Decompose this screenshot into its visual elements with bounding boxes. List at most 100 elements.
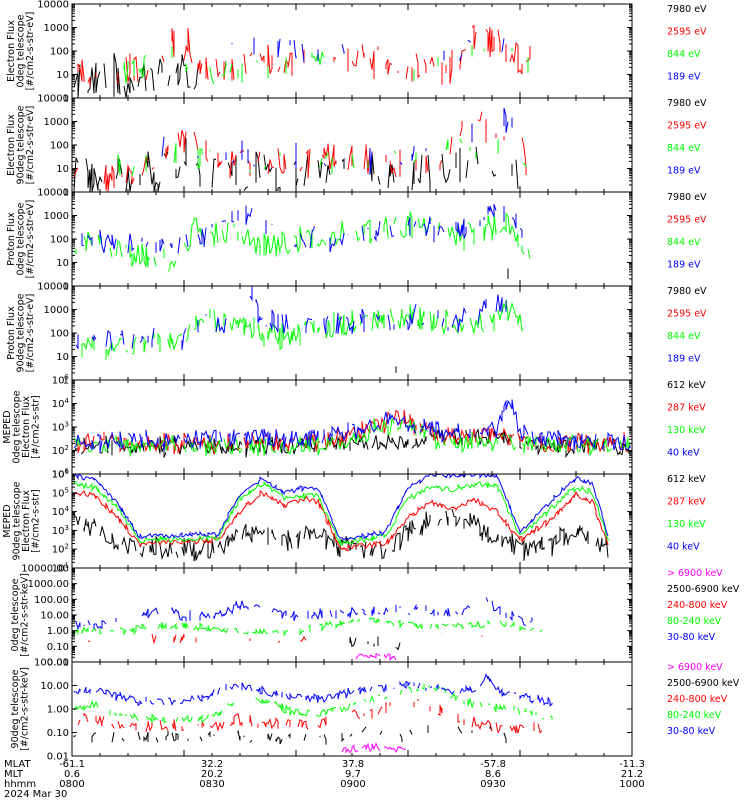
series-blue bbox=[73, 673, 553, 707]
legend-entry: 189 eV bbox=[667, 354, 701, 365]
y-tick-label: 10 bbox=[56, 164, 69, 175]
series-line-blue bbox=[73, 472, 609, 541]
y-axis-label-line: 90deg telescope bbox=[16, 293, 27, 372]
series-line-red bbox=[77, 24, 531, 86]
series-green bbox=[73, 480, 609, 547]
y-axis-label-line: [#/cm2-s-str-eV] bbox=[25, 200, 36, 279]
y-tick-label: 10000 bbox=[37, 0, 69, 11]
x-tick-mlt-4: 21.2 bbox=[621, 769, 643, 780]
y-axis-label-line: [#/cm2-s-str] bbox=[31, 395, 42, 458]
series-green bbox=[73, 617, 543, 637]
y-tick-label: 1.00 bbox=[47, 705, 69, 716]
y-axis-label-line: Electron Flux bbox=[21, 490, 32, 552]
y-tick-label: 100.00 bbox=[34, 658, 69, 669]
x-tick-mlat-4: -11.3 bbox=[619, 759, 645, 770]
y-axis-label-line: [#/cm2-s-str] bbox=[31, 489, 42, 552]
series-black bbox=[73, 725, 507, 745]
y-axis-label-line: Electron Flux bbox=[6, 20, 17, 82]
y-tick-label: 10.00 bbox=[40, 611, 69, 622]
series-line-green bbox=[73, 617, 543, 637]
y-axis-label-line: [#/cm2-s-str-keV] bbox=[20, 667, 31, 751]
series-red bbox=[77, 24, 531, 86]
panel-8: 0.01 0.10 1.00 10.00 100.00 90deg telescope[#… bbox=[10, 658, 740, 763]
y-axis-label-line: [#/cm2-s-str-eV] bbox=[25, 294, 36, 373]
series-line-magenta bbox=[341, 742, 407, 754]
x-tick-hhmm-0: 0800 bbox=[59, 779, 84, 790]
series-line-black bbox=[73, 508, 609, 562]
series-black bbox=[350, 637, 404, 651]
legend-entry: 130 keV bbox=[667, 519, 706, 530]
x-axis: MLAT MLT hhmm 2024 Mar 30 -61.1 0.6 0800… bbox=[4, 759, 645, 800]
panel-frame bbox=[71, 661, 633, 757]
y-axis-label-line: 0deg telescope bbox=[12, 390, 23, 463]
x-tick-hhmm-2: 0900 bbox=[340, 779, 365, 790]
y-tick-label: 10000 bbox=[37, 282, 69, 293]
y-tick-label: 100 bbox=[50, 141, 69, 152]
legend-entry: 30-80 keV bbox=[667, 632, 716, 643]
legend-entry: 612 keV bbox=[667, 474, 706, 485]
panel-frame bbox=[71, 191, 633, 287]
y-axis-label-line: [#/cm2-s-str-eV] bbox=[25, 12, 36, 91]
series-line-red bbox=[77, 699, 543, 734]
series-magenta bbox=[341, 742, 407, 754]
y-tick-label: 100.00 bbox=[34, 595, 69, 606]
legend-entry: 130 keV bbox=[667, 425, 706, 436]
y-axis-label-line: 90deg telescope bbox=[10, 669, 21, 748]
series-line-blue bbox=[73, 673, 553, 707]
y-axis-label-line: Electron Flux bbox=[21, 396, 32, 458]
y-tick-label: 100 bbox=[50, 235, 69, 246]
series-blue bbox=[73, 399, 631, 453]
series-line-black bbox=[73, 138, 519, 192]
legend-entry: 2595 eV bbox=[667, 309, 707, 320]
y-tick-label: 104 bbox=[52, 397, 70, 410]
panel-frame bbox=[71, 3, 633, 99]
series-line-black bbox=[350, 637, 404, 651]
y-axis-label-line: Electron Flux bbox=[6, 114, 17, 176]
x-tick-mlat-1: 32.2 bbox=[201, 759, 223, 770]
y-tick-label: 1000.00 bbox=[28, 579, 69, 590]
y-tick-label: 0.01 bbox=[47, 752, 69, 763]
y-tick-label: 102 bbox=[52, 444, 69, 457]
series-green bbox=[73, 683, 553, 724]
series-magenta bbox=[355, 653, 397, 662]
y-tick-label: 10 bbox=[56, 352, 69, 363]
y-axis-label-line: 0deg telescope bbox=[10, 578, 21, 651]
y-tick-label: 1000 bbox=[44, 23, 69, 34]
y-axis-label-line: [#/cm2-s-str-keV] bbox=[20, 573, 31, 657]
series-line-black bbox=[73, 53, 199, 99]
x-row-label-mlt: MLT bbox=[4, 769, 24, 780]
legend-entry: 240-800 keV bbox=[667, 694, 728, 705]
legend-entry: 189 eV bbox=[667, 260, 701, 271]
legend-entry: 2500-6900 keV bbox=[667, 678, 740, 689]
y-tick-label: 10000 bbox=[37, 94, 69, 105]
y-tick-label: 100 bbox=[50, 329, 69, 340]
y-tick-label: 10000.00 bbox=[21, 564, 69, 575]
series-line-magenta bbox=[355, 653, 397, 662]
y-tick-label: 1 bbox=[63, 376, 69, 387]
x-row-label-hhmm: hhmm bbox=[4, 779, 36, 790]
y-axis-label-line: 90deg telescope bbox=[16, 105, 27, 184]
series-red bbox=[73, 490, 609, 552]
y-tick-label: 102 bbox=[52, 543, 69, 556]
series-line-blue bbox=[76, 287, 514, 351]
y-tick-label: 106 bbox=[52, 468, 70, 481]
series-line-green bbox=[123, 45, 529, 85]
y-tick-label: 10 bbox=[56, 70, 69, 81]
series-blue bbox=[76, 287, 514, 351]
y-axis-label-line: [#/cm2-s-str-eV] bbox=[25, 106, 36, 185]
y-axis-label-line: Proton Flux bbox=[6, 306, 17, 360]
y-tick-label: 1.00 bbox=[47, 626, 69, 637]
x-tick-hhmm-3: 0930 bbox=[480, 779, 505, 790]
legend-entry: 7980 eV bbox=[667, 98, 707, 109]
legend-entry: 2595 eV bbox=[667, 121, 707, 132]
legend-entry: 7980 eV bbox=[667, 4, 707, 15]
legend-entry: 30-80 keV bbox=[667, 726, 716, 737]
legend-entry: 80-240 keV bbox=[667, 616, 722, 627]
legend-entry: 7980 eV bbox=[667, 192, 707, 203]
legend-entry: 844 eV bbox=[667, 143, 701, 154]
legend-entry: 80-240 keV bbox=[667, 710, 722, 721]
legend-entry: 287 keV bbox=[667, 497, 706, 508]
